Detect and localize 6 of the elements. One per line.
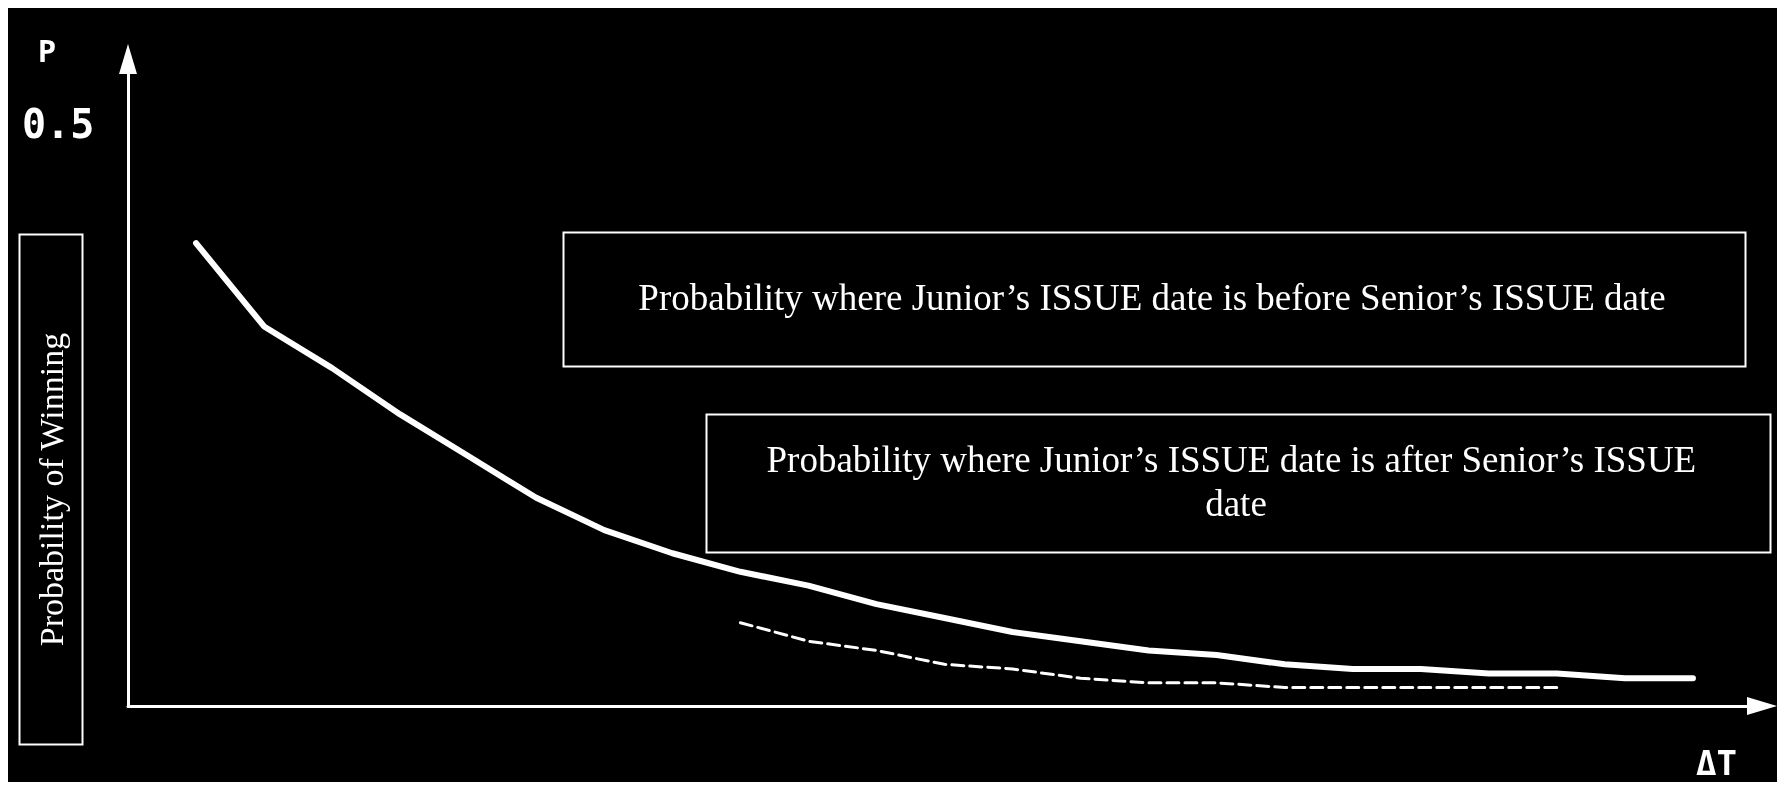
text: P bbox=[38, 33, 57, 69]
text: 0.5 bbox=[22, 101, 95, 147]
annotation: Probability where Junior’s ISSUE date is before Senior’s ISSUE date bbox=[638, 276, 1666, 318]
x-axis-title: ΔT bbox=[1696, 743, 1738, 783]
annotation: Probability where Junior’s ISSUE date is after Senior’s ISSUE date bbox=[766, 438, 1706, 524]
y-axis-title: Probability of Winning bbox=[32, 332, 70, 647]
